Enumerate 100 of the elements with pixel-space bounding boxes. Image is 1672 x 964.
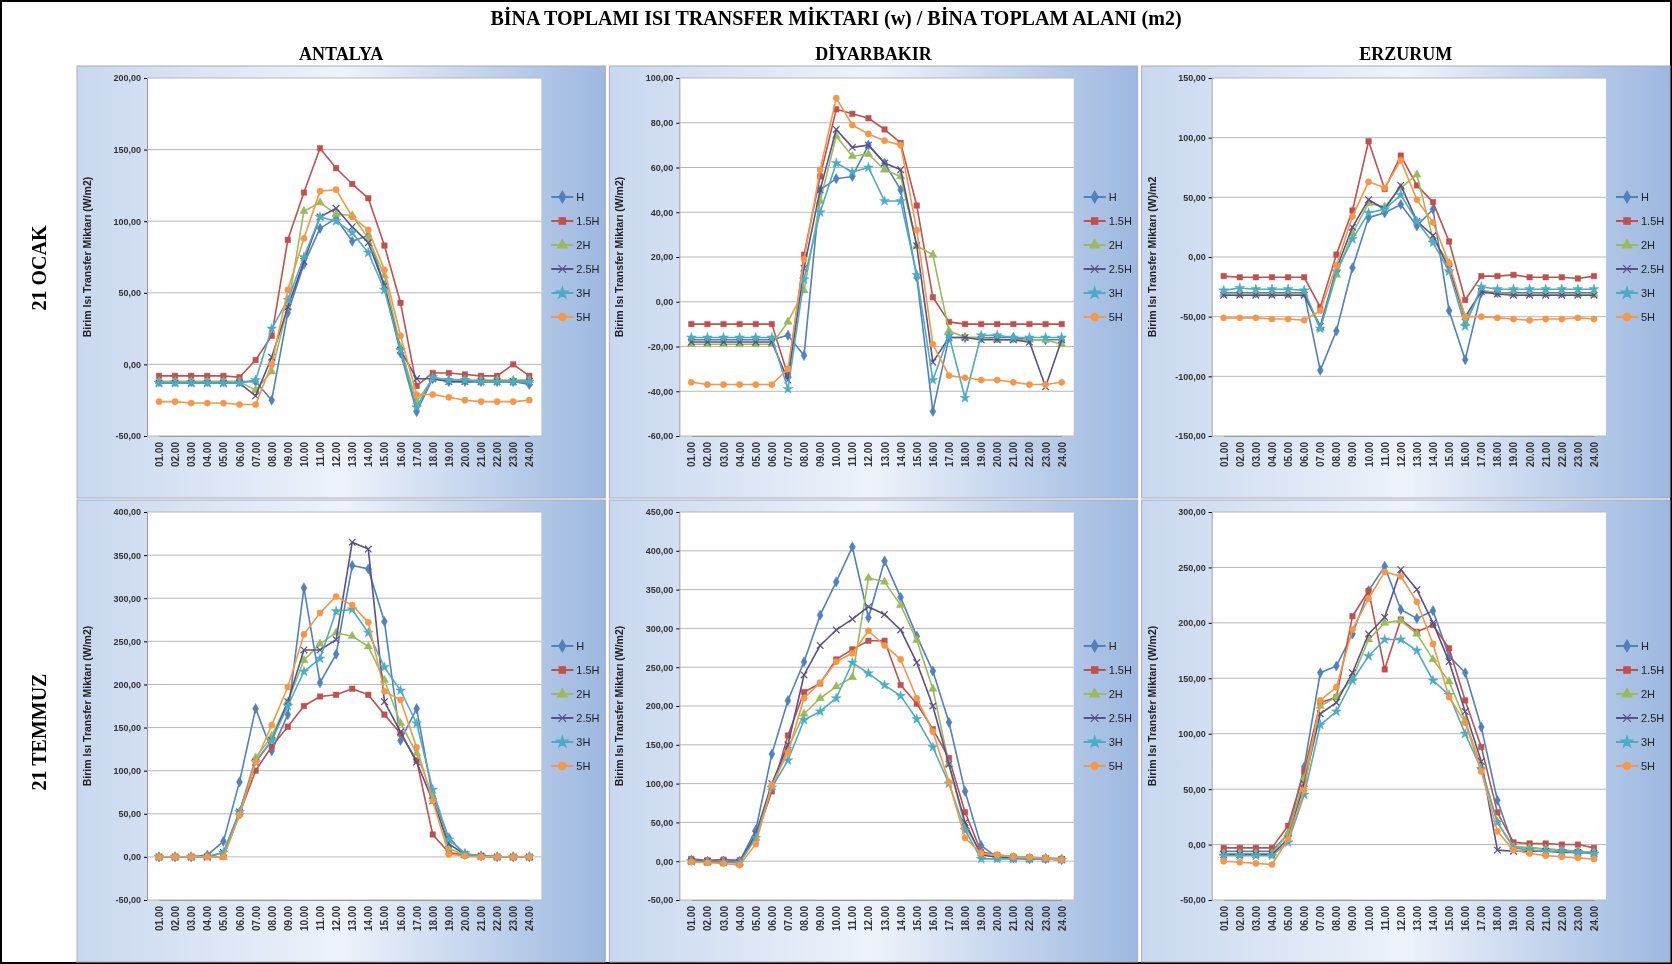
x-tick-label: 14.00: [363, 905, 375, 932]
y-tick-label: -40,00: [647, 386, 674, 397]
x-tick-label: 02.00: [1234, 905, 1246, 932]
legend-label: 2H: [576, 239, 591, 251]
x-tick-label: 07.00: [250, 905, 262, 932]
x-tick-label: 08.00: [799, 441, 811, 468]
x-tick-label: 12.00: [863, 905, 875, 932]
x-tick-label: 11.00: [1379, 441, 1391, 467]
y-axis-title: Birim Isı Transfer Miktarı (W/m2): [81, 176, 93, 338]
x-tick-label: 04.00: [1266, 905, 1278, 932]
x-tick-label: 03.00: [186, 441, 198, 468]
x-tick-label: 02.00: [702, 441, 714, 468]
x-tick-label: 14.00: [895, 441, 907, 468]
x-tick-label: 12.00: [863, 441, 875, 468]
x-tick-label: 24.00: [524, 905, 536, 932]
x-tick-label: 08.00: [799, 905, 811, 932]
x-tick-label: 01.00: [154, 441, 165, 468]
y-tick-label: 200,00: [113, 679, 141, 690]
x-tick-label: 03.00: [718, 905, 730, 932]
x-tick-label: 19.00: [1508, 905, 1520, 932]
x-tick-label: 16.00: [1460, 905, 1472, 932]
x-tick-label: 15.00: [911, 441, 923, 468]
x-tick-label: 06.00: [1299, 441, 1311, 468]
y-tick-label: 0,00: [123, 852, 141, 863]
y-tick-label: -150,00: [1175, 431, 1206, 442]
y-tick-label: 0,00: [123, 359, 141, 370]
x-tick-label: 11.00: [315, 905, 327, 931]
x-tick-label: 06.00: [234, 905, 246, 932]
x-tick-label: 19.00: [1508, 441, 1520, 468]
y-tick-label: 200,00: [645, 701, 674, 712]
x-tick-label: 20.00: [459, 905, 471, 932]
y-tick-label: -50,00: [115, 895, 141, 906]
legend-label: 3H: [1641, 736, 1656, 748]
x-tick-label: 12.00: [331, 905, 343, 932]
legend-label: 1.5H: [576, 664, 600, 676]
legend-label: 1.5H: [1108, 664, 1132, 676]
y-tick-label: -50,00: [115, 431, 141, 442]
x-tick-label: 01.00: [1218, 905, 1230, 932]
chart-title: ERZURUM: [1359, 44, 1453, 64]
x-tick-label: 03.00: [186, 905, 198, 932]
x-tick-label: 01.00: [686, 905, 698, 932]
x-tick-label: 13.00: [1411, 441, 1423, 468]
x-tick-label: 13.00: [347, 905, 359, 932]
legend-label: 2.5H: [1641, 712, 1665, 724]
x-tick-label: 10.00: [298, 905, 310, 932]
y-tick-label: 200,00: [113, 73, 141, 84]
x-tick-label: 23.00: [1572, 441, 1584, 468]
legend-label: 2.5H: [576, 263, 600, 275]
x-tick-label: 14.00: [1427, 905, 1439, 932]
x-tick-label: 10.00: [831, 441, 843, 468]
y-tick-label: -50,00: [1180, 312, 1206, 323]
legend-label: 1.5H: [576, 215, 600, 227]
x-tick-label: 04.00: [202, 905, 214, 932]
x-tick-label: 18.00: [427, 441, 439, 468]
x-tick-label: 23.00: [1040, 441, 1052, 468]
x-tick-label: 18.00: [1492, 905, 1504, 932]
y-tick-label: 350,00: [113, 550, 141, 561]
text: BİNA TOPLAMI ISI TRANSFER MİKTARI (w) / BİNA TOPLAM ALANI (m2): [490, 6, 1182, 30]
x-tick-label: 11.00: [315, 441, 327, 467]
y-tick-label: 0,00: [1188, 839, 1206, 850]
y-tick-label: 150,00: [113, 722, 141, 733]
x-tick-label: 08.00: [266, 441, 278, 468]
x-tick-label: 23.00: [508, 905, 520, 932]
y-tick-label: 50,00: [1183, 784, 1206, 795]
y-tick-label: 60,00: [650, 162, 674, 173]
x-tick-label: 07.00: [1315, 441, 1327, 468]
x-tick-label: 03.00: [718, 441, 730, 468]
legend-label: 2.5H: [576, 712, 600, 724]
x-tick-label: 07.00: [250, 441, 262, 468]
legend-label: H: [576, 191, 585, 203]
x-tick-label: 07.00: [782, 441, 794, 468]
y-tick-label: 100,00: [1178, 133, 1206, 144]
x-tick-label: 16.00: [395, 441, 407, 468]
y-axis-title: Birim Isı Transfer Miktarı (W/m2): [613, 176, 626, 338]
legend-label: 3H: [1641, 287, 1656, 299]
x-tick-label: 16.00: [1460, 441, 1472, 468]
x-tick-label: 05.00: [218, 441, 230, 468]
x-tick-label: 22.00: [1024, 905, 1036, 932]
y-tick-label: 150,00: [113, 144, 141, 155]
y-axis-title: Birim Isı Transfer Miktarı (W/m2): [613, 625, 626, 787]
y-tick-label: 250,00: [1178, 562, 1206, 573]
x-tick-label: 17.00: [1476, 441, 1488, 468]
x-tick-label: 22.00: [1024, 441, 1036, 468]
x-tick-label: 05.00: [1283, 905, 1295, 932]
x-tick-label: 02.00: [170, 905, 182, 932]
x-tick-label: 22.00: [492, 441, 504, 468]
x-tick-label: 10.00: [831, 905, 843, 932]
x-tick-label: 20.00: [459, 441, 471, 468]
x-tick-label: 06.00: [766, 441, 778, 468]
x-tick-label: 21.00: [1008, 905, 1020, 932]
x-tick-label: 09.00: [282, 441, 294, 468]
y-tick-label: 250,00: [113, 636, 141, 647]
x-tick-label: 05.00: [750, 905, 762, 932]
x-tick-label: 06.00: [234, 441, 246, 468]
x-tick-label: 21.00: [476, 905, 488, 932]
x-tick-label: 08.00: [1331, 441, 1343, 468]
x-tick-label: 21.00: [1540, 905, 1552, 932]
y-tick-label: 200,00: [1178, 618, 1206, 629]
x-tick-label: 11.00: [847, 441, 859, 467]
legend-label: 3H: [1108, 287, 1123, 299]
